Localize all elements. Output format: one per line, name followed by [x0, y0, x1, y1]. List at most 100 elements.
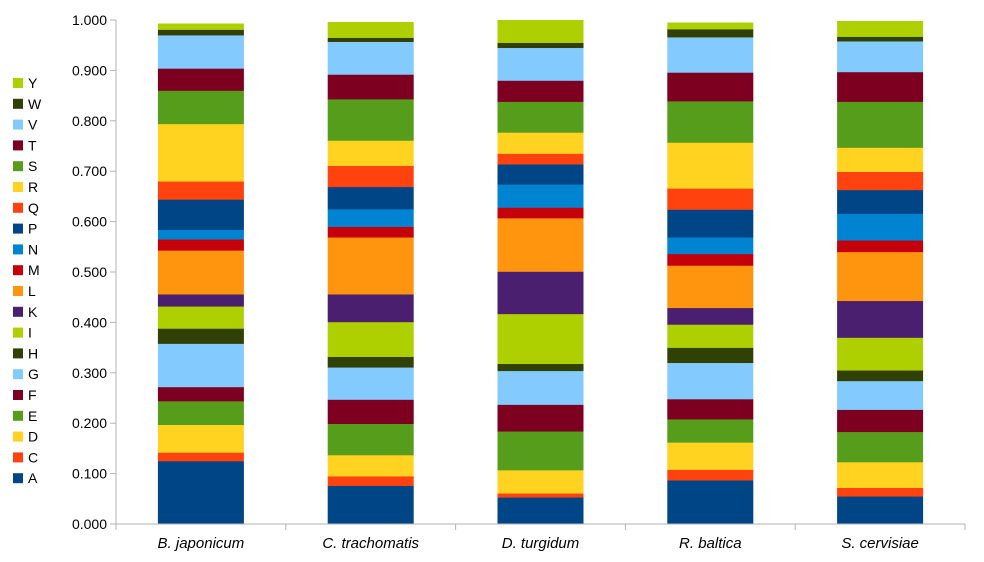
bar-segment-n	[497, 184, 584, 208]
bar-stack	[497, 20, 584, 525]
bar-segment-k	[497, 271, 584, 315]
bar-segment-y	[837, 21, 924, 37]
bar-segment-p	[497, 164, 584, 185]
legend-swatch	[13, 286, 23, 296]
bar-segment-i	[667, 324, 754, 348]
bar-segment-v	[667, 37, 754, 73]
bar-segment-q	[667, 188, 754, 210]
legend-swatch	[13, 202, 23, 213]
legend-swatch	[13, 390, 23, 400]
bar-segment-w	[837, 36, 924, 42]
bar-segment-r	[497, 132, 584, 154]
bar-segment-n	[837, 213, 924, 241]
legend-label: N	[28, 241, 38, 257]
bar-segment-f	[157, 386, 244, 402]
y-tick-label: 0.200	[72, 415, 107, 431]
x-tick-label: B. japonicum	[158, 535, 245, 552]
bar-segment-l	[667, 265, 754, 309]
bar-segment-g	[667, 362, 754, 400]
x-tick-label: S. cervisiae	[841, 535, 919, 552]
y-tick-label: 0.600	[72, 214, 107, 230]
legend-label: P	[28, 221, 37, 237]
bar-segment-q	[497, 153, 584, 165]
x-tick-label: D. turgidum	[502, 535, 580, 552]
bar-segment-w	[327, 37, 414, 42]
bar-segment-w	[667, 29, 754, 38]
bar-segment-l	[157, 250, 244, 295]
bar-segment-q	[327, 165, 414, 188]
bar-segment-d	[157, 424, 244, 453]
legend-swatch	[13, 410, 23, 421]
legend-swatch	[13, 119, 23, 130]
bar-segment-m	[837, 240, 924, 253]
bar-segment-l	[327, 237, 414, 295]
legend-item: W	[13, 96, 42, 112]
legend-item: K	[13, 304, 38, 320]
bar-segment-t	[667, 72, 754, 102]
legend-label: R	[28, 179, 38, 195]
legend-swatch	[13, 452, 23, 463]
legend-item: L	[13, 283, 36, 299]
legend-swatch	[13, 431, 23, 442]
bar-segment-y	[327, 22, 414, 38]
legend-label: H	[28, 345, 38, 361]
legend-item: S	[13, 158, 37, 174]
legend-label: A	[28, 470, 38, 486]
legend-item: Q	[13, 200, 39, 216]
bar-segment-v	[327, 41, 414, 75]
bar-segment-f	[497, 404, 584, 432]
legend-item: H	[13, 345, 38, 361]
bar-segment-f	[327, 399, 414, 425]
bar-segment-e	[837, 431, 924, 463]
legend-item: A	[13, 470, 38, 486]
legend-item: Y	[13, 75, 38, 91]
bar-segment-m	[497, 207, 584, 219]
bar-segment-i	[157, 306, 244, 329]
bar-segment-r	[667, 142, 754, 189]
legend-item: F	[13, 387, 37, 403]
x-tick-label: R. baltica	[679, 535, 742, 552]
bar-segment-q	[837, 171, 924, 191]
bar-segment-n	[157, 229, 244, 240]
legend-item: M	[13, 262, 40, 278]
legend-swatch	[13, 348, 23, 359]
bar-segment-g	[837, 380, 924, 410]
legend-label: F	[28, 387, 37, 403]
y-tick-label: 0.500	[72, 264, 107, 280]
legend-swatch	[13, 78, 23, 88]
legend-label: V	[28, 117, 38, 133]
bar-segment-a	[327, 485, 414, 525]
y-axis: 0.000 0.100 0.200 0.300 0.400 0.500 0.600 0.700…	[72, 12, 117, 532]
legend-item: I	[13, 325, 32, 341]
y-tick-label: 0.700	[72, 163, 107, 179]
bar-segment-p	[157, 199, 244, 230]
bar-segment-n	[327, 209, 414, 227]
y-tick-label: 0.900	[72, 62, 107, 78]
bar-segment-a	[497, 497, 584, 525]
bar-stack	[667, 22, 754, 525]
x-tick-label: C. trachomatis	[322, 535, 419, 552]
bar-segment-w	[157, 29, 244, 36]
bar-segment-t	[837, 71, 924, 102]
bar-segment-h	[837, 370, 924, 382]
legend-label: G	[28, 366, 39, 382]
legend-item: N	[13, 241, 38, 257]
bar-segment-v	[837, 41, 924, 73]
bar-segment-c	[497, 493, 584, 498]
bar-segment-c	[327, 476, 414, 486]
y-tick-label: 0.100	[72, 466, 107, 482]
legend-swatch	[13, 473, 23, 484]
bar-segment-e	[157, 401, 244, 426]
bar-segment-v	[157, 35, 244, 69]
bar-segment-r	[837, 147, 924, 173]
bar-segment-s	[327, 99, 414, 141]
bar-segment-s	[157, 90, 244, 125]
bar-segment-p	[667, 209, 754, 238]
bar-segment-y	[667, 22, 754, 30]
bar-segment-k	[837, 300, 924, 338]
legend-item: G	[13, 366, 39, 382]
bar-segment-p	[327, 186, 414, 210]
bar-segment-g	[497, 370, 584, 405]
legend-swatch	[13, 223, 23, 234]
